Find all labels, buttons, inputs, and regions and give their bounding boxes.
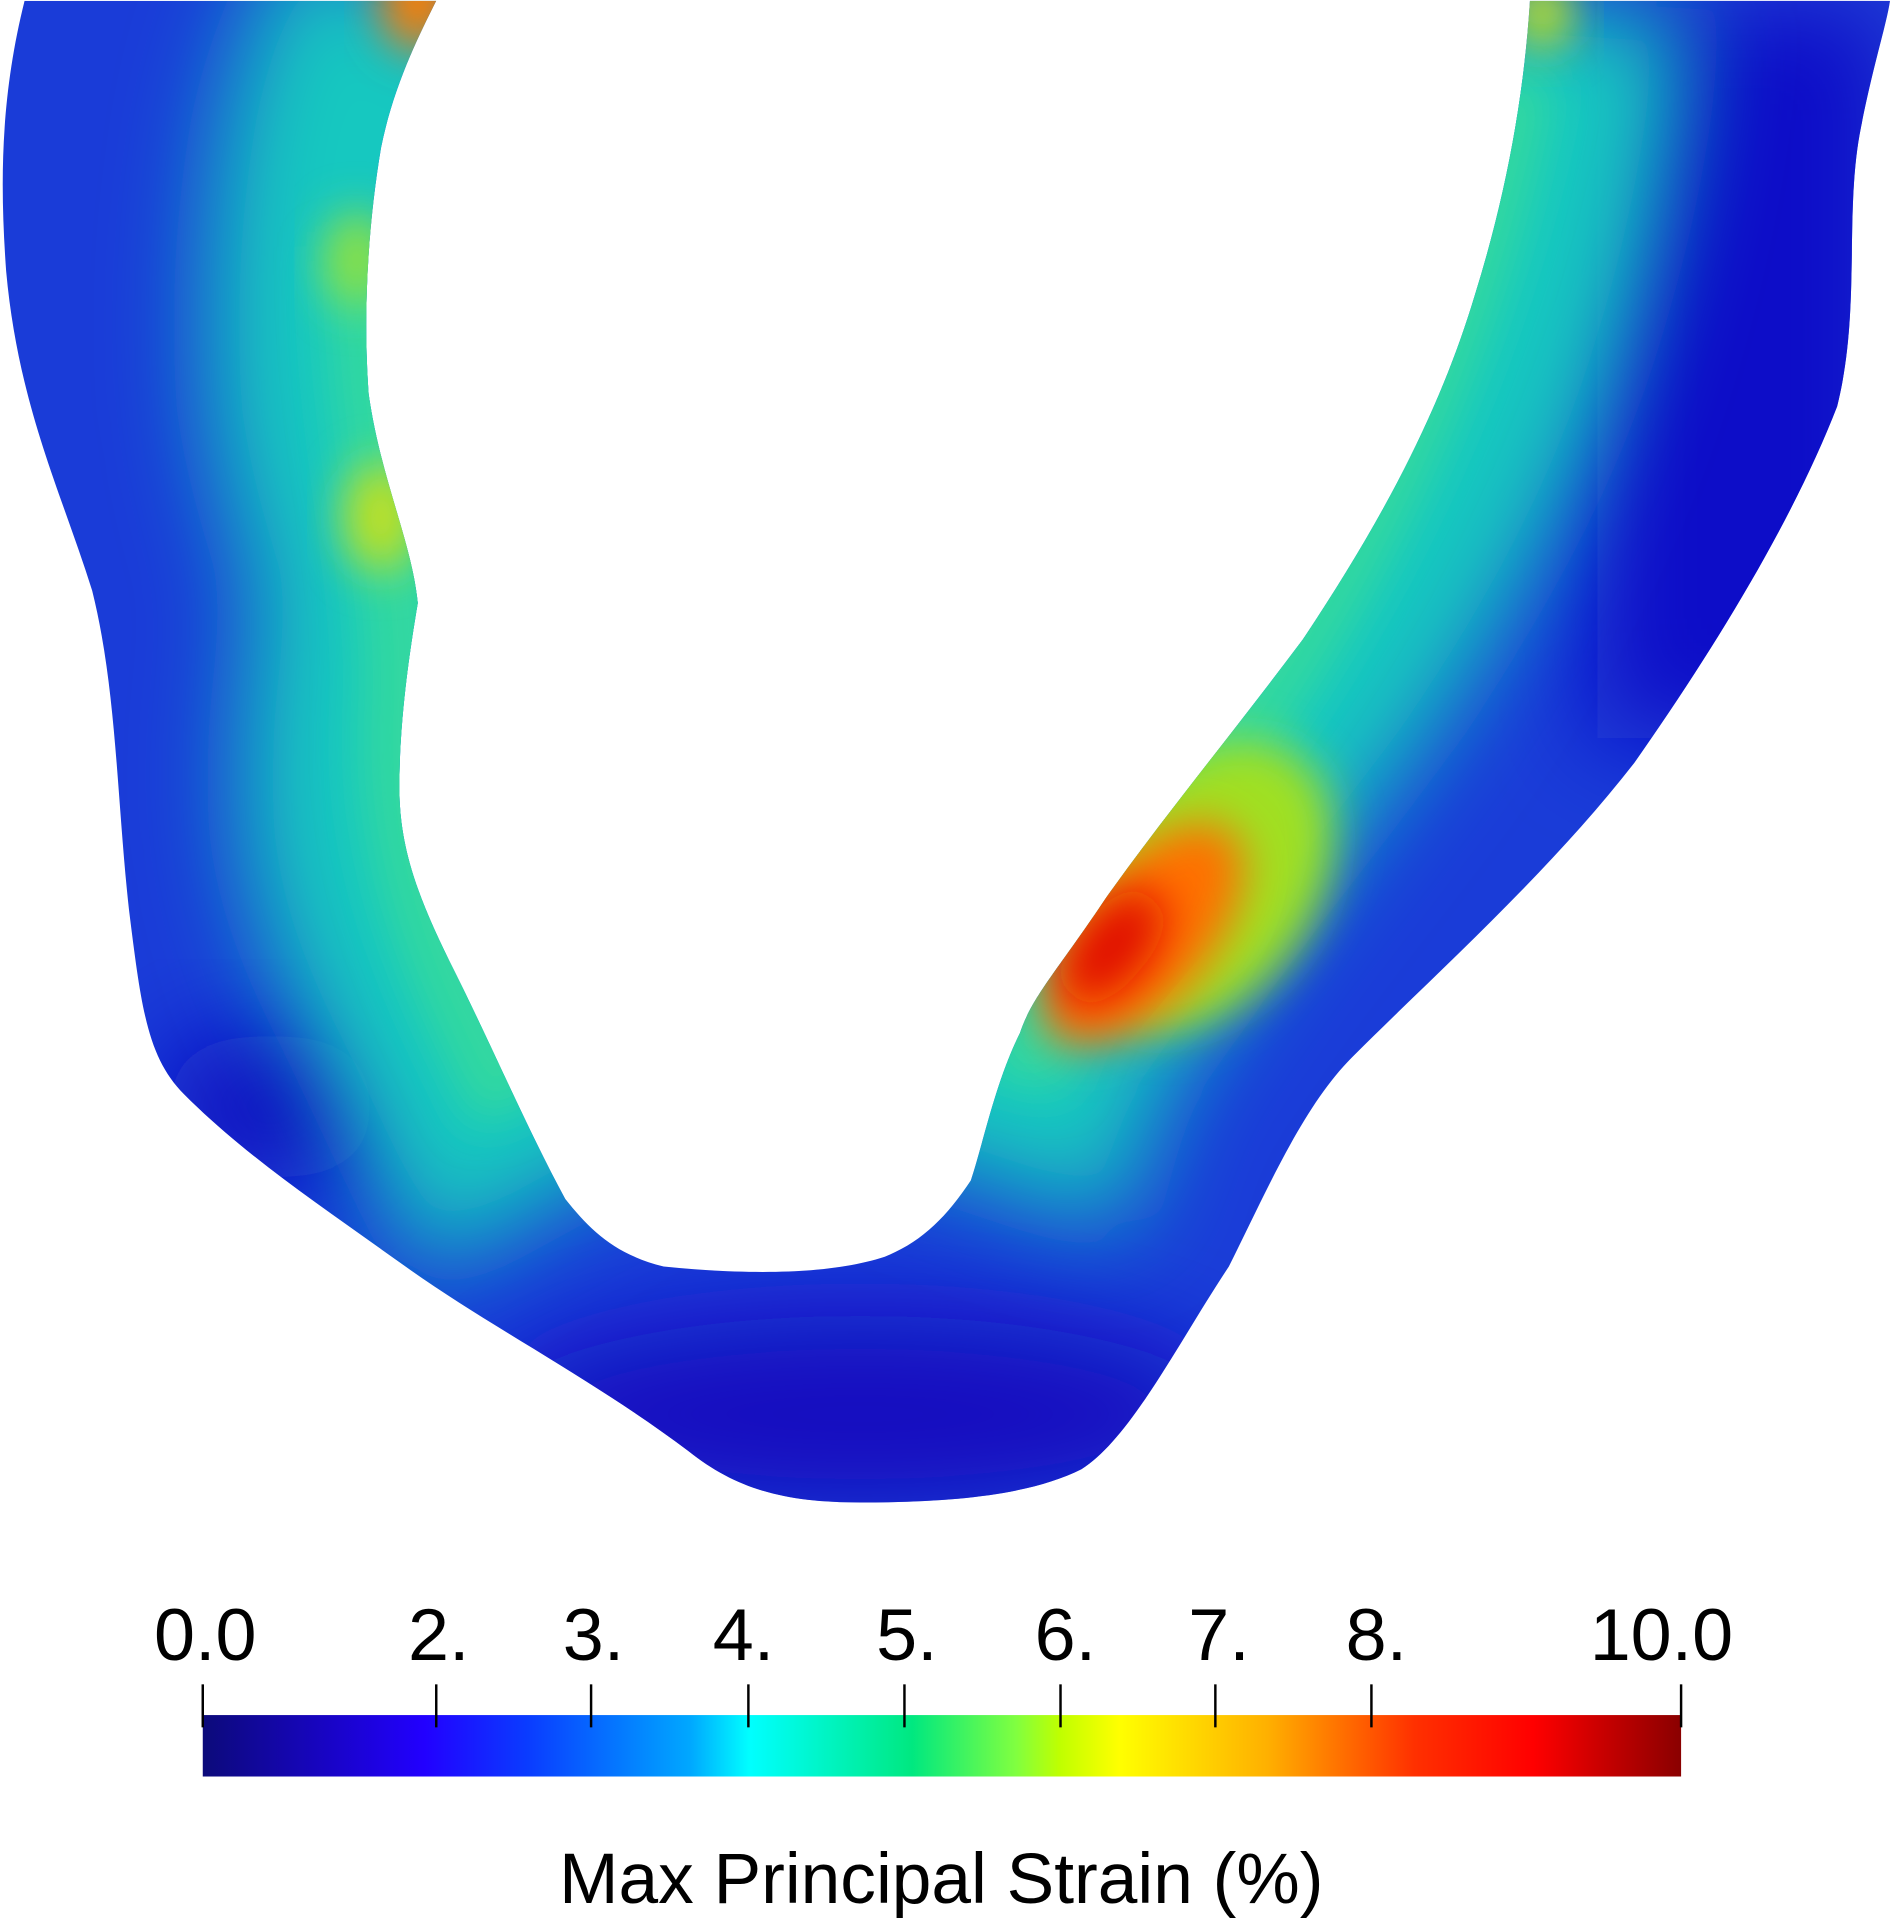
colorbar-tick-label: 2. xyxy=(408,1593,469,1676)
colorbar-tick-label: 0.0 xyxy=(154,1593,256,1676)
colorbar xyxy=(202,1715,1682,1777)
colorbar-tick-label: 10.0 xyxy=(1590,1593,1733,1676)
colorbar-tick-label: 6. xyxy=(1035,1593,1096,1676)
colorbar-tick-label: 7. xyxy=(1188,1593,1249,1676)
colorbar-tick-label: 8. xyxy=(1346,1593,1407,1676)
colorbar-tick-label: 4. xyxy=(713,1593,774,1676)
colorbar-title: Max Principal Strain (%) xyxy=(559,1839,1323,1919)
colorbar-tick-label: 3. xyxy=(563,1593,624,1676)
colorbar-tick-label: 5. xyxy=(876,1593,937,1676)
strain-field xyxy=(2,0,1890,1503)
